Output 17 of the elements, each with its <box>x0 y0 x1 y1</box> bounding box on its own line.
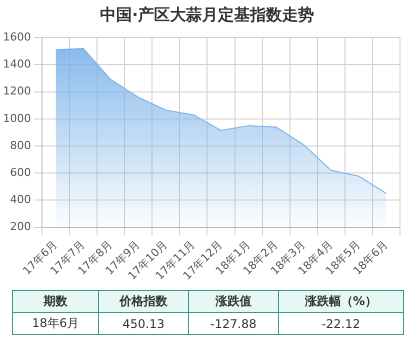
text: 期数 <box>12 290 99 312</box>
y-tick-label: 600 <box>10 166 31 179</box>
y-tick-label: 1000 <box>2 112 31 125</box>
y-tick-label: 1200 <box>2 84 31 98</box>
y-tick-label: 200 <box>10 220 31 234</box>
text: 18年6月 <box>12 312 99 334</box>
text: 450.13 <box>98 312 188 334</box>
chart-title: 中国·产区大蒜月定基指数走势 <box>98 4 316 26</box>
y-tick-label: 1400 <box>2 58 31 71</box>
text: -22.12 <box>278 312 404 334</box>
text: 价格指数 <box>98 290 188 312</box>
text: 涨跌值 <box>188 290 278 312</box>
y-tick-label: 800 <box>10 138 31 152</box>
text: -127.88 <box>188 312 278 334</box>
y-tick-label: 400 <box>10 193 31 206</box>
text: 涨跌幅（%） <box>278 290 404 312</box>
y-tick-label: 1600 <box>2 30 31 44</box>
